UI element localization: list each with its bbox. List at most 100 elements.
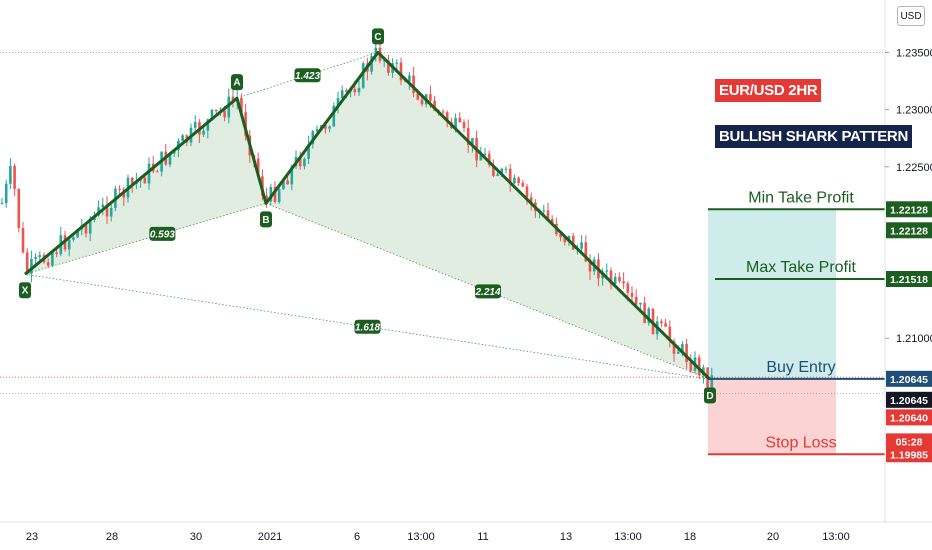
x-tick-label: 20 xyxy=(767,531,779,543)
candle-body xyxy=(109,208,113,217)
level-label-min-take-profit: Min Take Profit xyxy=(748,189,854,206)
candle-body xyxy=(9,166,12,184)
candle-body xyxy=(521,183,525,187)
price-tag-text: 1.22128 xyxy=(890,225,928,237)
candle-body xyxy=(303,158,306,167)
x-tick-label: 30 xyxy=(190,531,202,543)
candle-body xyxy=(529,197,533,203)
candle-body xyxy=(4,183,8,204)
level-price-tag-text: 1.22128 xyxy=(890,204,928,216)
candle-body xyxy=(210,109,214,120)
candle-body xyxy=(51,252,54,266)
candle-body xyxy=(542,210,546,212)
point-label: B xyxy=(262,215,269,226)
candle-body xyxy=(399,62,403,81)
candle-body xyxy=(672,341,676,354)
point-badge xyxy=(704,387,716,404)
candle-body xyxy=(55,252,58,254)
chart-title: EUR/USD 2HR xyxy=(715,79,822,102)
level-label-stop-loss: Stop Loss xyxy=(765,434,836,451)
candle-body xyxy=(361,63,365,88)
level-price-tag xyxy=(886,370,932,387)
candle-body xyxy=(550,218,554,224)
pattern-line xyxy=(24,50,712,381)
candle-body xyxy=(231,96,235,102)
loss-zone xyxy=(708,378,836,455)
candle-body xyxy=(105,204,109,217)
candle-body xyxy=(563,237,567,243)
candle-body xyxy=(282,180,285,190)
price-tag xyxy=(886,433,932,450)
candle-body xyxy=(387,60,390,73)
ratio-label: 1.423 xyxy=(295,71,320,82)
candle-body xyxy=(76,229,79,238)
candle-body xyxy=(685,344,688,363)
point-badge xyxy=(231,74,243,91)
candle-body xyxy=(500,168,504,175)
x-tick-label: 18 xyxy=(684,531,696,543)
candle-body xyxy=(454,117,457,129)
candle-body xyxy=(676,351,680,354)
candle-body xyxy=(525,186,529,198)
level-price-tag xyxy=(886,201,932,218)
candle-body xyxy=(429,94,432,101)
candle-body xyxy=(345,90,348,92)
x-tick-label: 11 xyxy=(477,531,488,543)
candle-body xyxy=(67,239,71,250)
point-label: C xyxy=(374,32,381,43)
candle-body xyxy=(340,90,344,99)
candle-body xyxy=(647,308,651,324)
candle-body xyxy=(181,135,184,141)
point-badge xyxy=(372,28,384,45)
candle-body xyxy=(634,296,638,305)
candle-body xyxy=(458,117,462,123)
ratio-badge xyxy=(475,284,501,299)
candle-body xyxy=(420,99,424,105)
pattern-legs xyxy=(24,50,712,381)
candle-body xyxy=(307,144,310,159)
candle-body xyxy=(277,189,281,203)
point-label: A xyxy=(233,78,240,89)
candle-body xyxy=(504,168,508,170)
currency-button[interactable]: USD xyxy=(897,6,925,26)
candle-body xyxy=(412,75,415,94)
candle-body xyxy=(0,203,4,205)
candle-body xyxy=(445,112,449,123)
candle-body xyxy=(408,75,411,82)
candle-body xyxy=(395,62,399,64)
candle-body xyxy=(332,105,336,127)
candle-body xyxy=(286,180,289,185)
candle-body xyxy=(156,171,159,173)
candle-body xyxy=(492,164,495,176)
y-tick-label: 1.21000 xyxy=(896,333,932,345)
chart-subtitle: BULLISH SHARK PATTERN xyxy=(715,125,912,148)
pattern-point-labels: X A B C D xyxy=(19,28,716,404)
candle-body xyxy=(130,177,134,184)
candle-body xyxy=(101,204,105,208)
candle-body xyxy=(483,153,487,156)
x-tick-label: 13:00 xyxy=(822,531,850,543)
candle-body xyxy=(471,138,474,146)
candle-body xyxy=(328,126,331,129)
level-price-tag xyxy=(886,446,932,463)
candle-body xyxy=(88,219,92,234)
candle-body xyxy=(298,157,302,167)
ratio-label: 2.214 xyxy=(474,287,500,298)
x-tick-label: 13:00 xyxy=(407,531,435,543)
candle-body xyxy=(588,261,592,272)
candle-body xyxy=(487,153,491,165)
candle-body xyxy=(118,188,121,190)
fill-bcd xyxy=(266,52,710,380)
candle-body xyxy=(46,262,50,266)
x-tick-label: 6 xyxy=(354,531,360,543)
candle-body xyxy=(513,177,516,184)
candle-body xyxy=(265,195,268,202)
ratio-label: 0.593 xyxy=(150,229,175,240)
level-label-max-take-profit: Max Take Profit xyxy=(746,259,857,276)
level-price-tag xyxy=(886,271,932,288)
candle-body xyxy=(609,270,613,284)
candle-body xyxy=(613,277,617,284)
candle-body xyxy=(311,131,315,145)
